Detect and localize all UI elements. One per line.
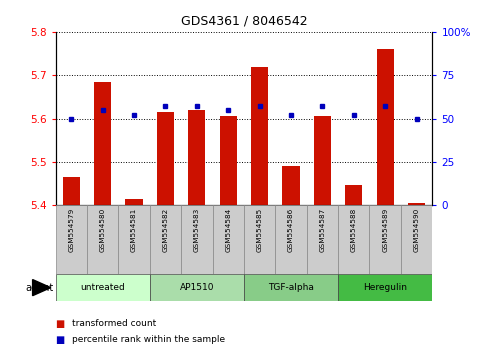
Bar bbox=[157, 112, 174, 205]
Bar bbox=[181, 205, 213, 274]
Bar bbox=[213, 205, 244, 274]
Bar bbox=[283, 166, 299, 205]
Text: agent: agent bbox=[25, 282, 53, 293]
Text: GSM554581: GSM554581 bbox=[131, 207, 137, 252]
Text: untreated: untreated bbox=[80, 283, 125, 292]
Text: transformed count: transformed count bbox=[72, 319, 156, 329]
Text: GSM554589: GSM554589 bbox=[382, 207, 388, 252]
Text: GSM554579: GSM554579 bbox=[68, 207, 74, 252]
Bar bbox=[275, 205, 307, 274]
Text: GSM554582: GSM554582 bbox=[162, 207, 169, 252]
Bar bbox=[56, 205, 87, 274]
Bar bbox=[377, 49, 394, 205]
Polygon shape bbox=[33, 280, 51, 296]
Bar bbox=[244, 205, 275, 274]
Bar bbox=[345, 184, 362, 205]
Bar bbox=[244, 274, 338, 301]
Text: AP1510: AP1510 bbox=[180, 283, 214, 292]
Text: GSM554590: GSM554590 bbox=[413, 207, 420, 252]
Bar bbox=[150, 205, 181, 274]
Bar bbox=[220, 116, 237, 205]
Bar bbox=[408, 203, 425, 205]
Text: GSM554586: GSM554586 bbox=[288, 207, 294, 252]
Text: Heregulin: Heregulin bbox=[363, 283, 407, 292]
Bar bbox=[338, 205, 369, 274]
Bar bbox=[56, 274, 150, 301]
Text: GSM554588: GSM554588 bbox=[351, 207, 357, 252]
Bar bbox=[150, 274, 244, 301]
Text: GDS4361 / 8046542: GDS4361 / 8046542 bbox=[181, 14, 307, 27]
Text: GSM554580: GSM554580 bbox=[99, 207, 106, 252]
Bar bbox=[338, 274, 432, 301]
Bar bbox=[314, 116, 331, 205]
Bar bbox=[307, 205, 338, 274]
Bar bbox=[369, 205, 401, 274]
Text: ■: ■ bbox=[56, 319, 65, 329]
Bar bbox=[63, 177, 80, 205]
Text: GSM554587: GSM554587 bbox=[319, 207, 326, 252]
Bar bbox=[401, 205, 432, 274]
Bar bbox=[126, 199, 142, 205]
Text: percentile rank within the sample: percentile rank within the sample bbox=[72, 335, 226, 344]
Bar bbox=[251, 67, 268, 205]
Text: TGF-alpha: TGF-alpha bbox=[268, 283, 314, 292]
Bar bbox=[188, 110, 205, 205]
Text: GSM554585: GSM554585 bbox=[256, 207, 263, 252]
Bar bbox=[87, 205, 118, 274]
Text: GSM554584: GSM554584 bbox=[225, 207, 231, 252]
Text: GSM554583: GSM554583 bbox=[194, 207, 200, 252]
Text: ■: ■ bbox=[56, 335, 65, 345]
Bar bbox=[118, 205, 150, 274]
Bar bbox=[94, 82, 111, 205]
